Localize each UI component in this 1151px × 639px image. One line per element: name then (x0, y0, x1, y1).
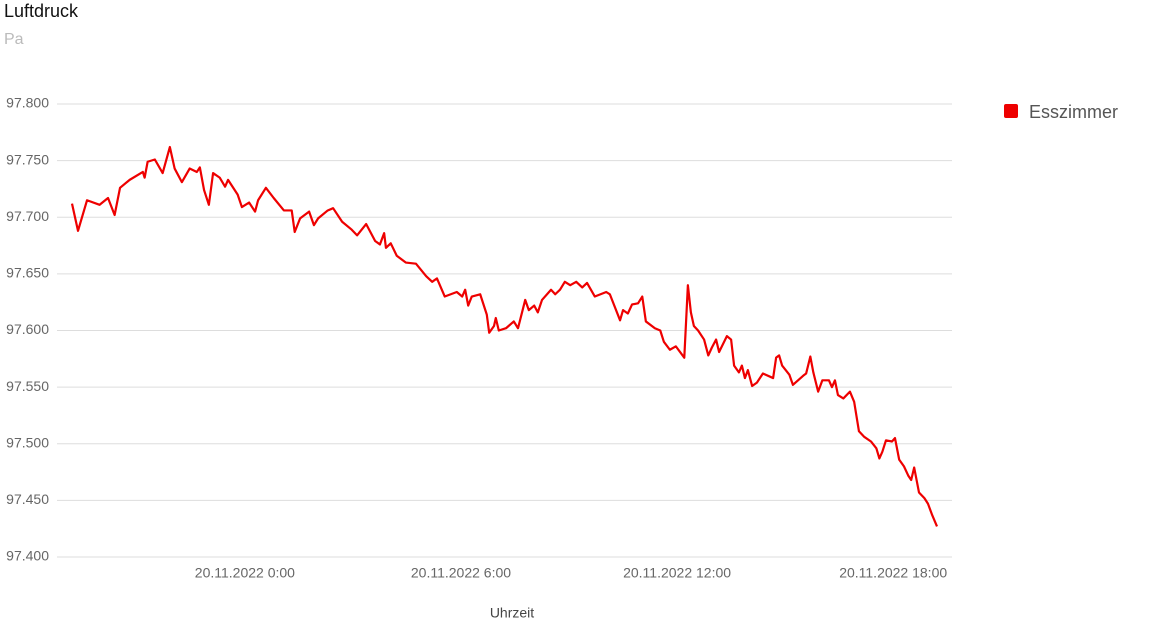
y-tick-label: 97.500 (6, 434, 49, 450)
y-tick-label: 97.750 (6, 151, 49, 167)
chart-subtitle: Pa (4, 31, 24, 48)
y-tick-label: 97.700 (6, 208, 49, 224)
chart-title: Luftdruck (4, 1, 79, 21)
legend-swatch (1004, 104, 1018, 118)
data-line (70, 145, 939, 527)
y-tick-label: 97.800 (6, 95, 49, 111)
x-tick-label: 20.11.2022 0:00 (195, 565, 295, 581)
x-tick-label: 20.11.2022 6:00 (411, 565, 511, 581)
y-tick-label: 97.650 (6, 265, 49, 281)
y-tick-label: 97.400 (6, 548, 49, 564)
y-tick-label: 97.550 (6, 378, 49, 394)
x-tick-label: 20.11.2022 18:00 (839, 565, 947, 581)
y-tick-label: 97.450 (6, 491, 49, 507)
y-tick-label: 97.600 (6, 321, 49, 337)
x-axis-label: Uhrzeit (490, 605, 534, 621)
legend-label: Esszimmer (1029, 102, 1118, 122)
x-tick-label: 20.11.2022 12:00 (623, 565, 731, 581)
